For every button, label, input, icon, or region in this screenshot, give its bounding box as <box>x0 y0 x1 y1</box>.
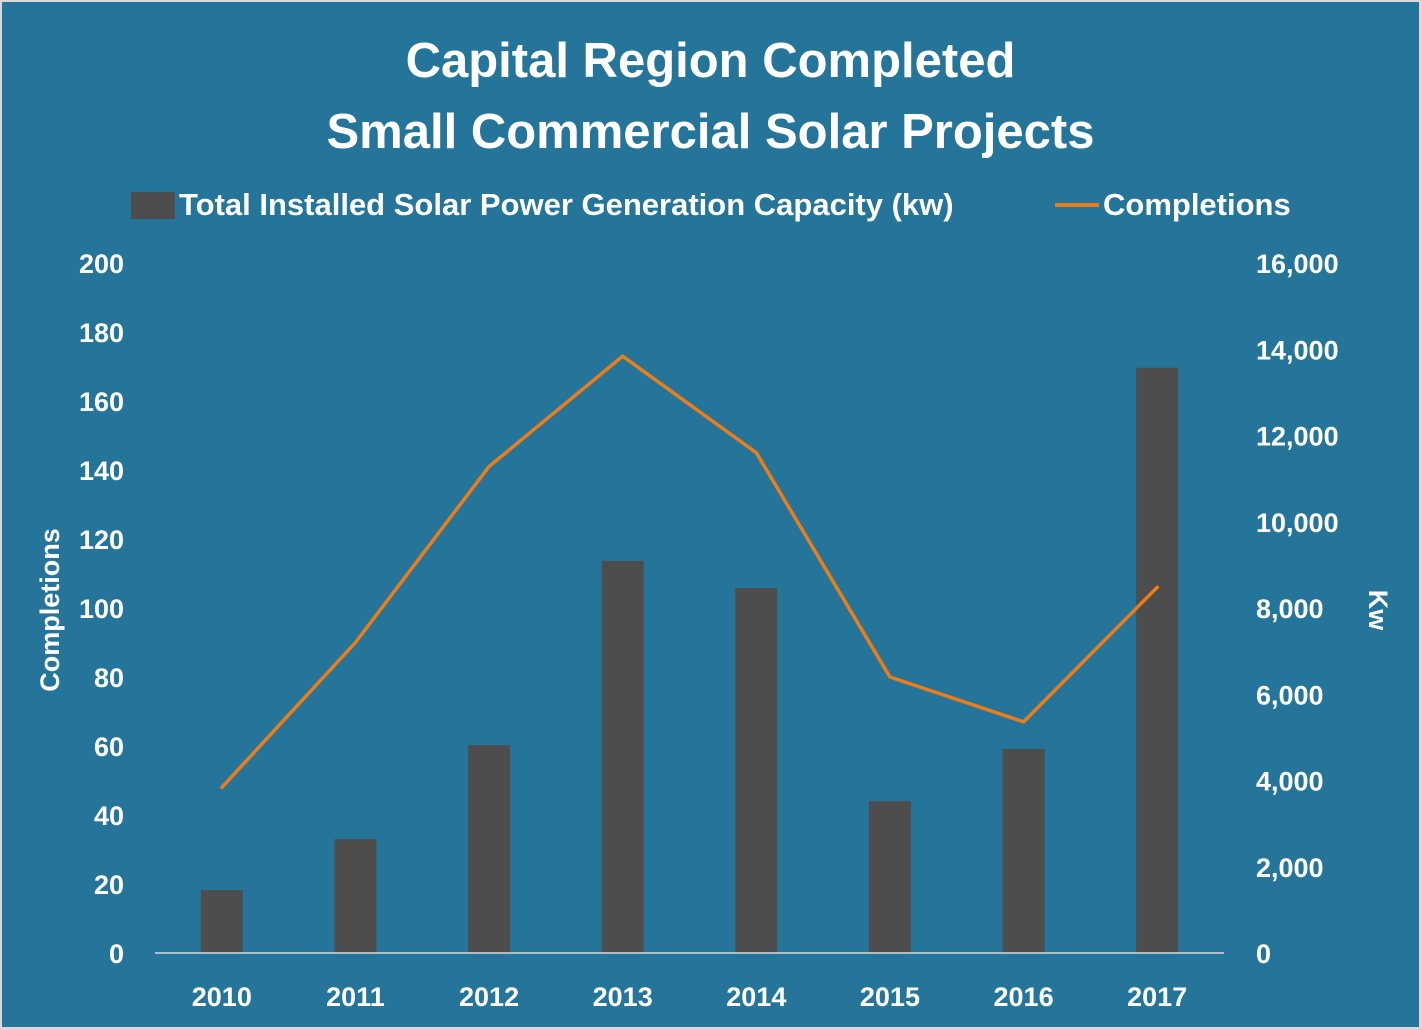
left-axis-title: Completions <box>35 528 65 692</box>
left-tick-label: 140 <box>79 456 124 486</box>
bar-2010 <box>200 890 243 953</box>
x-tick-label: 2017 <box>1127 982 1187 1012</box>
chart-title-line-1: Capital Region Completed <box>405 34 1016 88</box>
completions-line <box>220 354 1159 790</box>
left-axis-ticks: 0 20 40 60 80 100 120 140 160 180 200 <box>79 249 124 969</box>
right-axis-title: Kw <box>1363 590 1393 631</box>
right-tick-label: 4,000 <box>1256 767 1324 797</box>
left-tick-label: 40 <box>94 801 124 831</box>
line-series <box>220 354 1159 790</box>
legend-label-capacity: Total Installed Solar Power Generation C… <box>179 187 954 222</box>
bar-2013 <box>601 560 644 953</box>
x-tick-label: 2010 <box>192 982 252 1012</box>
legend-line-swatch-icon <box>1055 203 1099 207</box>
chart-legend: Total Installed Solar Power Generation C… <box>2 183 1419 227</box>
right-tick-label: 8,000 <box>1256 594 1324 624</box>
right-tick-label: 16,000 <box>1256 249 1339 279</box>
right-tick-label: 12,000 <box>1256 422 1339 452</box>
bar-2011 <box>334 839 377 953</box>
legend-item-capacity[interactable]: Total Installed Solar Power Generation C… <box>131 183 954 227</box>
bar-2016 <box>1002 749 1045 953</box>
left-tick-label: 160 <box>79 387 124 417</box>
right-tick-label: 14,000 <box>1256 335 1339 365</box>
bar-2015 <box>868 801 911 953</box>
x-tick-label: 2011 <box>326 982 385 1012</box>
x-tick-label: 2016 <box>994 982 1054 1012</box>
x-tick-label: 2015 <box>860 982 920 1012</box>
left-tick-label: 80 <box>94 663 124 693</box>
bar-2014 <box>735 588 778 953</box>
left-tick-label: 180 <box>79 318 124 348</box>
left-tick-label: 200 <box>79 249 124 279</box>
right-tick-label: 10,000 <box>1256 508 1339 538</box>
x-axis-ticks: 2010 2011 2012 2013 2014 2015 2016 2017 <box>192 982 1187 1012</box>
left-tick-label: 120 <box>79 525 124 555</box>
left-tick-label: 0 <box>109 939 124 969</box>
left-tick-label: 60 <box>94 732 124 762</box>
right-tick-label: 2,000 <box>1256 853 1324 883</box>
right-tick-label: 0 <box>1256 939 1271 969</box>
left-tick-label: 100 <box>79 594 124 624</box>
bar-series <box>200 367 1179 953</box>
x-tick-label: 2014 <box>726 982 786 1012</box>
x-tick-label: 2012 <box>459 982 519 1012</box>
right-axis-ticks: 0 2,000 4,000 6,000 8,000 10,000 12,000 14,000 1… <box>1256 249 1339 969</box>
left-tick-label: 20 <box>94 870 124 900</box>
chart-title-line-2: Small Commercial Solar Projects <box>326 105 1095 159</box>
legend-label-completions: Completions <box>1103 187 1291 222</box>
bar-2017 <box>1136 367 1179 953</box>
bar-2012 <box>468 745 511 953</box>
chart-title: Capital Region Completed Small Commercia… <box>2 26 1419 168</box>
x-tick-label: 2013 <box>593 982 653 1012</box>
legend-bar-swatch-icon <box>131 191 175 219</box>
right-tick-label: 6,000 <box>1256 680 1324 710</box>
legend-item-completions[interactable]: Completions <box>1055 183 1291 227</box>
